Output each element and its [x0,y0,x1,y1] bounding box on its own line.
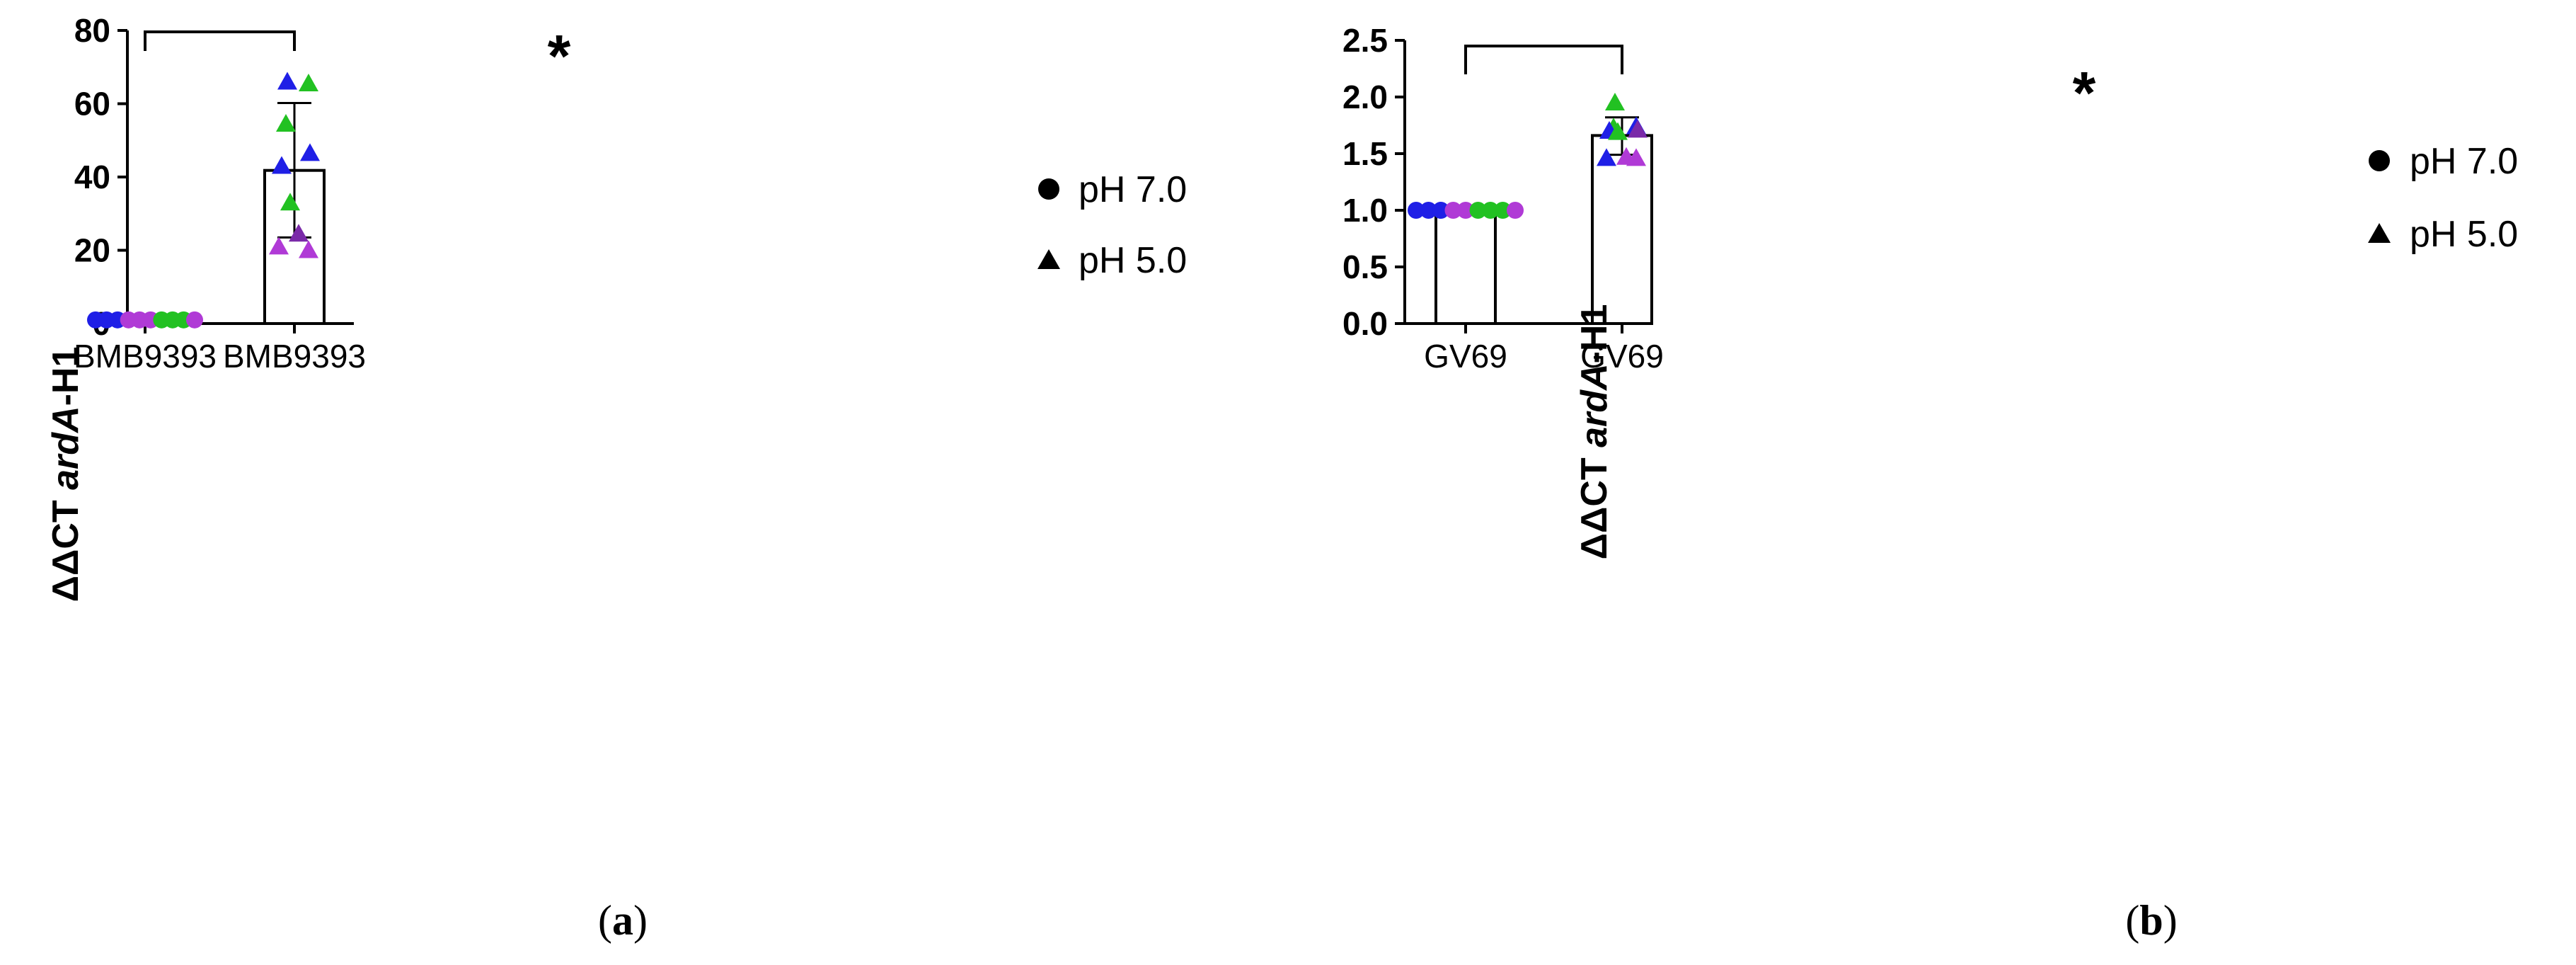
panel-a-plot-area: 020406080BMB9393BMB9393 [74,12,366,375]
panel-a-sublabel: (a) [598,897,648,944]
panel-a-data-point [276,113,296,132]
panel-a-legend-circle-marker [1038,178,1059,200]
panel-b-data-point [1420,202,1437,219]
panel-a-legend: pH 7.0 pH 5.0 [1037,169,1187,281]
panel-a-data-point [299,240,318,258]
panel-a-y-tick-label: 60 [74,86,110,122]
panel-b-plot-area: 0.0 0.5 1.0 1.5 2.0 2.5 GV69 GV69 [1342,22,1664,375]
panel-b-y-tick-label: 2.0 [1342,79,1388,115]
panel-b-x-tick-label: GV69 [1424,338,1507,375]
panel-b-data-point [1626,148,1646,166]
panel-a-y-label-gene: ardA [45,406,86,489]
panel-b-y-tick-label: 1.5 [1342,135,1388,172]
panel-a-legend-triangle-marker [1037,249,1060,269]
panel-a-y-tick-label: 80 [74,12,110,49]
panel-a-data-point [272,156,292,174]
panel-b-bar-2 [1591,134,1653,325]
panel-b-data-point [1605,93,1625,110]
panel-b-sublabel: (b) [2125,897,2177,944]
panel-a-chart: 020406080BMB9393BMB9393 ΔΔCT ardA-H1 * p… [45,12,1187,944]
panel-b-bar-1 [1434,209,1497,325]
panel-b-data-point [1628,120,1648,138]
panel-b-x-tick-label: GV69 [1580,338,1664,375]
panel-b-y-tick-label: 0.5 [1342,249,1388,285]
panel-a-y-label-suffix: -H1 [45,347,86,406]
panel-b-legend: pH 7.0 pH 5.0 [2368,141,2518,255]
panel-a-data-point [269,236,289,255]
panel-b-y-label-gene: ardA [1574,363,1615,447]
panel-b-data-point [1482,202,1499,219]
panel-b-legend-triangle-marker [2368,223,2391,243]
panel-b-significance-bracket [1464,45,1623,74]
panel-a-data-point [277,72,297,90]
panel-b-y-label-suffix: -H1 [1574,304,1615,364]
panel-b-data-point [1444,202,1462,219]
panel-a-data-point [300,143,320,161]
panel-b-y-tick-label: 1.0 [1342,192,1388,229]
panel-a-data-point [299,74,318,92]
panel-a-y-label-prefix: ΔΔCT [45,490,86,603]
panel-a-legend-label-ph7: pH 7.0 [1079,169,1187,210]
panel-a-y-tick-label: 20 [74,232,110,269]
panel-b-data-point [1597,148,1616,166]
panel-b-legend-label-ph7: pH 7.0 [2410,141,2518,182]
panel-b-y-axis-label: ΔΔCT ardA-H1 [1574,304,1615,560]
panel-b-data-point [1432,202,1449,219]
panel-a-significance-bracket [144,30,296,51]
panel-b-data-point [1469,202,1487,219]
panel-b-y-tick-label: 0.0 [1342,305,1388,342]
panel-b-y-tick-label: 2.5 [1342,22,1388,59]
panel-a-legend-label-ph5: pH 5.0 [1079,240,1187,281]
panel-b-data-point [1507,202,1524,219]
panel-a-data-point [186,311,203,329]
panel-a-x-tick-label: BMB9393 [74,338,217,375]
panel-a-y-tick-label: 40 [74,159,110,195]
panel-b-y-label-prefix: ΔΔCT [1574,447,1615,560]
panel-a-data-point [280,193,300,211]
panel-b-data-point [1457,202,1474,219]
panel-b-legend-circle-marker [2369,150,2390,171]
panel-b-significance-marker: * [2073,59,2096,126]
panel-a-significance-marker: * [548,23,571,89]
panel-b-data-point [1608,122,1628,140]
panel-a-x-tick-label: BMB9393 [223,338,366,375]
panel-b-data-point [1408,202,1425,219]
panel-a-y-axis-label: ΔΔCT ardA-H1 [45,347,86,603]
panel-b-legend-label-ph5: pH 5.0 [2410,214,2518,255]
panel-b-data-point [1494,202,1512,219]
panel-a-data-point [289,224,309,242]
